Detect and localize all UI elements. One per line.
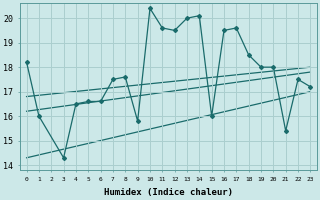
- X-axis label: Humidex (Indice chaleur): Humidex (Indice chaleur): [104, 188, 233, 197]
